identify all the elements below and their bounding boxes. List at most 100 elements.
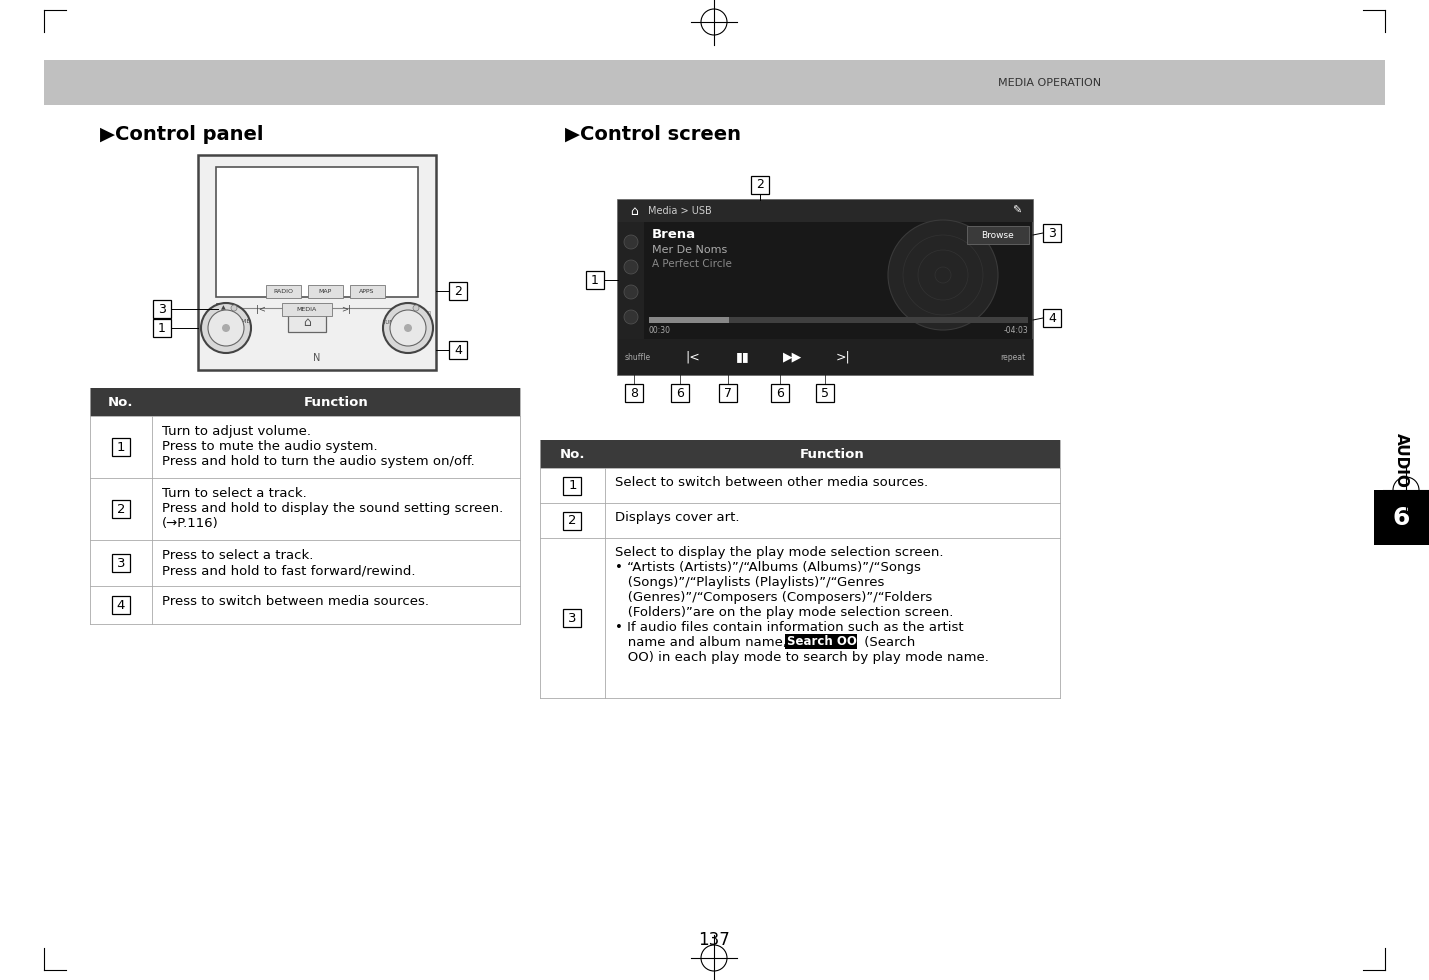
Text: Media > USB: Media > USB [647,206,712,216]
Text: 5: 5 [822,386,829,400]
Text: 137: 137 [699,931,730,949]
Text: 3: 3 [1047,226,1056,239]
Text: Press to mute the audio system.: Press to mute the audio system. [161,440,377,453]
Bar [449,341,467,359]
Text: 2: 2 [117,503,126,515]
Text: (Songs)”/“Playlists (Playlists)”/“Genres: (Songs)”/“Playlists (Playlists)”/“Genres [614,576,885,589]
Text: Function: Function [303,396,369,409]
Circle shape [624,235,637,249]
Text: 1: 1 [159,321,166,334]
Text: ▶Control panel: ▶Control panel [100,125,263,144]
Circle shape [201,303,252,353]
Bar [111,596,130,614]
Circle shape [624,285,637,299]
Text: Turn to adjust volume.: Turn to adjust volume. [161,425,312,438]
Text: 1: 1 [117,440,126,454]
Text: 6: 6 [676,386,684,400]
Text: |<: |< [256,305,266,314]
Text: Press and hold to turn the audio system on/off.: Press and hold to turn the audio system … [161,455,474,468]
Text: 1: 1 [569,479,577,492]
Text: Browse: Browse [982,230,1015,239]
Bar [540,468,1060,503]
Text: 00:30: 00:30 [649,326,672,335]
Circle shape [404,324,412,332]
Text: (Genres)”/“Composers (Composers)”/“Folders: (Genres)”/“Composers (Composers)”/“Folde… [614,591,932,604]
Bar [786,634,857,649]
Text: *VOLUME: *VOLUME [221,319,250,324]
Circle shape [383,303,433,353]
Text: >|: >| [836,351,850,364]
Bar [199,155,436,370]
Text: (Search: (Search [860,636,916,649]
Text: • If audio files contain information such as the artist: • If audio files contain information suc… [614,621,963,634]
Bar [649,317,729,323]
Text: shuffle: shuffle [624,353,652,362]
Bar [586,271,604,289]
Bar [153,319,171,337]
Bar [624,384,643,402]
Bar [967,226,1029,244]
Bar [617,200,1033,222]
Bar [266,285,302,298]
Text: Mer De Noms: Mer De Noms [652,245,727,255]
Text: MEDIA OPERATION: MEDIA OPERATION [999,77,1102,87]
Bar [1043,224,1060,242]
Circle shape [413,305,419,311]
Bar [540,503,1060,538]
Text: 6: 6 [1393,506,1410,529]
Bar [350,285,384,298]
Text: No.: No. [109,396,134,409]
Text: ⌂: ⌂ [303,316,312,328]
Bar [111,500,130,518]
Bar [1375,430,1429,490]
Text: Select to display the play mode selection screen.: Select to display the play mode selectio… [614,546,943,559]
Text: 4: 4 [454,344,462,357]
Text: -04:03: -04:03 [1003,326,1027,335]
Circle shape [624,310,637,324]
Bar [90,586,520,624]
Bar [772,384,789,402]
Text: A Perfect Circle: A Perfect Circle [652,259,732,269]
Bar [649,317,1027,323]
Text: • “Artists (Artists)”/“Albums (Albums)”/“Songs: • “Artists (Artists)”/“Albums (Albums)”/… [614,561,920,574]
Text: N: N [313,353,320,363]
Text: >|: >| [342,305,352,314]
Circle shape [390,310,426,346]
Text: 2: 2 [569,514,577,527]
Text: Press to select a track.: Press to select a track. [161,549,313,562]
Text: (Folders)”are on the play mode selection screen.: (Folders)”are on the play mode selection… [614,606,953,619]
Bar [111,438,130,456]
Bar [44,60,1385,105]
Text: 4: 4 [1047,312,1056,324]
Text: Press and hold to fast forward/rewind.: Press and hold to fast forward/rewind. [161,564,416,577]
Text: 1: 1 [592,273,599,286]
Circle shape [887,220,997,330]
Text: ▲: ▲ [220,306,226,311]
Bar [282,303,332,316]
Bar [111,554,130,572]
Text: No.: No. [560,448,586,461]
Bar [409,311,430,319]
Text: 3: 3 [159,303,166,316]
Bar [563,476,582,495]
Bar [617,200,1033,375]
Text: repeat: repeat [1000,353,1026,362]
Bar [540,440,1060,468]
Bar [816,384,835,402]
Text: name and album name, select: name and album name, select [614,636,835,649]
Text: 6: 6 [776,386,785,400]
Bar [752,176,769,194]
Text: MAP: MAP [319,289,332,294]
Text: AUDIO: AUDIO [1395,432,1409,487]
Text: 2: 2 [454,284,462,298]
Bar [617,339,1033,375]
Bar [90,540,520,586]
Text: Search OO: Search OO [786,635,856,648]
Text: |<: |< [686,351,700,364]
Text: APPS: APPS [359,289,374,294]
Circle shape [221,324,230,332]
Bar [672,384,689,402]
Circle shape [231,305,237,311]
Text: Press and hold to display the sound setting screen.: Press and hold to display the sound sett… [161,502,503,515]
Text: RADIO: RADIO [273,289,293,294]
